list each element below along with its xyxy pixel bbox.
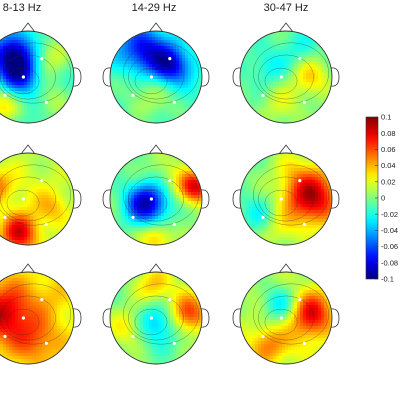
topomap-head: [232, 144, 340, 246]
electrode-marker: [40, 179, 44, 183]
nose-outline: [20, 144, 36, 155]
colorbar-tick-label: -0.02: [381, 210, 398, 219]
head-outline: [0, 271, 75, 365]
colorbar-tick-label: 0.04: [381, 161, 396, 170]
electrode-marker: [3, 334, 7, 338]
electrode-marker: [172, 341, 176, 345]
electrode-marker: [298, 179, 302, 183]
electrode-marker: [168, 298, 172, 302]
head-outline: [109, 271, 203, 365]
electrode-marker: [44, 100, 49, 104]
electrode-marker: [149, 75, 153, 79]
head-outline: [0, 152, 75, 246]
electrode-marker: [302, 100, 306, 104]
topomap-head: [102, 144, 210, 246]
electrode-marker: [40, 57, 44, 61]
colorbar-tick-label: -0.1: [381, 275, 394, 284]
electrode-marker: [302, 341, 306, 345]
nose-outline: [20, 263, 36, 274]
electrode-marker: [261, 215, 265, 219]
electrode-marker: [21, 75, 25, 79]
electrode-marker: [298, 298, 302, 302]
topomap-head: [232, 22, 340, 124]
electrode-marker: [131, 215, 135, 219]
left-ear-outline: [232, 67, 242, 87]
topomap-head: [232, 263, 340, 365]
scalp-field: [0, 31, 74, 123]
electrode-marker: [261, 93, 265, 97]
electrode-marker: [149, 197, 153, 201]
colorbar-tick-label: -0.04: [381, 226, 398, 235]
right-ear-outline: [330, 67, 340, 87]
electrode-marker: [302, 222, 306, 226]
head-outline: [239, 30, 333, 124]
right-ear-outline: [330, 308, 340, 328]
scalp-field: [0, 153, 74, 245]
electrode-marker: [40, 298, 44, 302]
electrode-marker: [168, 179, 172, 183]
left-ear-outline: [102, 67, 112, 87]
nose-outline: [148, 263, 164, 274]
electrode-marker: [172, 222, 176, 226]
left-ear-outline: [232, 189, 242, 209]
right-ear-outline: [200, 189, 210, 209]
scalp-field: [0, 272, 74, 364]
topomap-head: [102, 263, 210, 365]
head-outline: [0, 30, 75, 124]
head-outline: [109, 30, 203, 124]
electrode-marker: [21, 316, 25, 320]
electrode-marker: [298, 57, 302, 61]
topomap-head: [102, 22, 210, 124]
electrode-marker: [44, 222, 49, 226]
colorbar-tick-label: 0.02: [381, 177, 396, 186]
electrode-marker: [168, 57, 172, 61]
topomap-head: [0, 144, 82, 246]
electrode-marker: [261, 334, 265, 338]
electrode-marker: [21, 197, 25, 201]
colorbar-tick-label: -0.08: [381, 258, 398, 267]
right-ear-outline: [200, 67, 210, 87]
nose-outline: [20, 22, 36, 33]
head-outline: [239, 152, 333, 246]
topomap-head: [0, 22, 82, 124]
nose-outline: [278, 22, 294, 33]
colorbar-tick-label: 0: [381, 194, 385, 203]
electrode-marker: [172, 100, 176, 104]
head-outline: [239, 271, 333, 365]
electrode-marker: [3, 93, 7, 97]
nose-outline: [148, 144, 164, 155]
right-ear-outline: [200, 308, 210, 328]
electrode-marker: [279, 75, 283, 79]
electrode-marker: [149, 316, 153, 320]
electrode-marker: [131, 93, 135, 97]
band-title-alpha: 8-13 Hz: [2, 2, 42, 14]
right-ear-outline: [72, 308, 82, 328]
colorbar-tick-label: 0.06: [381, 145, 396, 154]
head-outline: [109, 152, 203, 246]
right-ear-outline: [72, 67, 82, 87]
colorbar-tick-label: 0.1: [381, 113, 391, 122]
colorbar-tick-label: 0.08: [381, 129, 396, 138]
nose-outline: [278, 144, 294, 155]
electrode-marker: [44, 341, 49, 345]
scalp-field: [240, 272, 332, 364]
electrode-marker: [279, 197, 283, 201]
topomap-head: [0, 263, 82, 365]
left-ear-outline: [232, 308, 242, 328]
colorbar: 0.1 0.08 0.06 0.04 0.02 0 -0.02 -0.04 -0.06 -0.08…: [365, 113, 398, 284]
nose-outline: [278, 263, 294, 274]
left-ear-outline: [102, 189, 112, 209]
electrode-marker: [279, 316, 283, 320]
right-ear-outline: [330, 189, 340, 209]
nose-outline: [148, 22, 164, 33]
electrode-marker: [131, 334, 135, 338]
band-title-gamma: 30-47 Hz: [263, 2, 309, 14]
electrode-marker: [3, 215, 7, 219]
band-title-beta: 14-29 Hz: [131, 2, 177, 14]
left-ear-outline: [102, 308, 112, 328]
colorbar-tick-label: -0.06: [381, 242, 398, 251]
right-ear-outline: [72, 189, 82, 209]
